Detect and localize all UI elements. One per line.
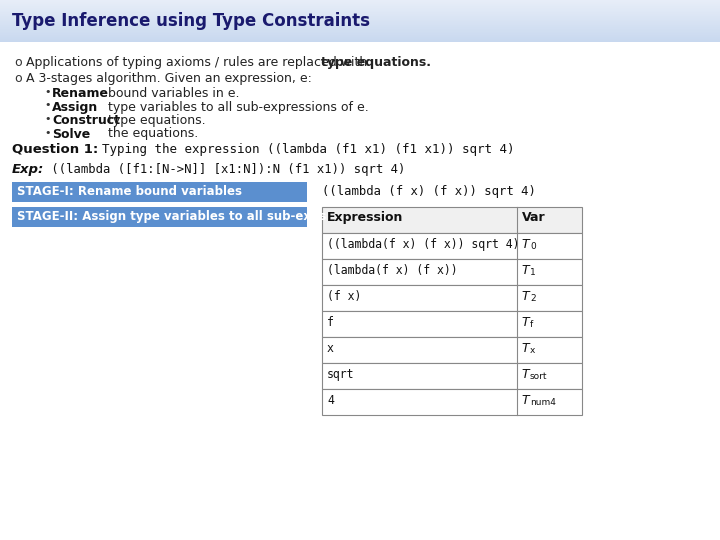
Bar	[0, 14, 720, 16]
Bar	[0, 24, 720, 25]
Bar	[0, 8, 720, 10]
Text: ((lambda ([f1:[N->N]] [x1:N]):N (f1 x1)) sqrt 4): ((lambda ([f1:[N->N]] [x1:N]):N (f1 x1))…	[44, 163, 405, 176]
Bar	[0, 19, 720, 21]
Bar	[322, 311, 582, 337]
Text: T: T	[521, 394, 528, 407]
Bar	[0, 38, 720, 40]
Text: (f x): (f x)	[327, 290, 361, 303]
Bar	[0, 33, 720, 35]
Text: T: T	[521, 342, 528, 355]
Bar	[0, 31, 720, 32]
Text: Applications of typing axioms / rules are replaced with: Applications of typing axioms / rules ar…	[26, 56, 375, 69]
Text: Var: Var	[522, 211, 546, 224]
Text: T: T	[521, 264, 528, 277]
Text: num4: num4	[530, 398, 556, 407]
Bar	[322, 207, 582, 233]
Bar	[0, 0, 720, 1]
Text: Exp:: Exp:	[12, 163, 44, 176]
Bar	[0, 36, 720, 38]
Text: sort: sort	[530, 372, 547, 381]
Text: Typing the expression ((lambda (f1 x1) (f1 x1)) sqrt 4): Typing the expression ((lambda (f1 x1) (…	[87, 143, 515, 156]
Text: Rename: Rename	[52, 87, 109, 100]
Bar	[0, 34, 720, 36]
Text: sqrt: sqrt	[327, 368, 354, 381]
Text: (lambda(f x) (f x)): (lambda(f x) (f x))	[327, 264, 458, 277]
Text: Construct: Construct	[52, 114, 120, 127]
Bar	[0, 40, 720, 42]
Text: Question 1:: Question 1:	[12, 143, 98, 156]
Text: bound variables in e.: bound variables in e.	[108, 87, 240, 100]
Bar	[322, 337, 582, 363]
Text: the equations.: the equations.	[108, 127, 198, 140]
Text: 1: 1	[530, 268, 536, 277]
Bar	[0, 10, 720, 11]
Text: Solve: Solve	[52, 127, 90, 140]
Bar	[0, 21, 720, 22]
Bar	[0, 15, 720, 17]
Bar	[0, 16, 720, 18]
Text: f: f	[327, 316, 334, 329]
Bar	[0, 1, 720, 2]
Text: type variables to all sub-expressions of e.: type variables to all sub-expressions of…	[108, 100, 369, 113]
Text: o: o	[14, 56, 22, 69]
Text: type equations.: type equations.	[108, 114, 206, 127]
Text: •: •	[44, 87, 50, 97]
Bar	[0, 32, 720, 33]
Bar	[0, 7, 720, 9]
Bar	[0, 23, 720, 24]
Bar	[322, 285, 582, 311]
Bar	[0, 5, 720, 6]
Text: 0: 0	[530, 242, 536, 251]
Text: Expression: Expression	[327, 211, 403, 224]
Bar	[322, 389, 582, 415]
Text: Type Inference using Type Constraints: Type Inference using Type Constraints	[12, 12, 370, 30]
Bar	[0, 6, 720, 8]
Bar	[0, 28, 720, 29]
Bar	[0, 3, 720, 4]
Text: Assign: Assign	[52, 100, 98, 113]
Bar	[0, 35, 720, 37]
Text: ((lambda (f x) (f x)) sqrt 4): ((lambda (f x) (f x)) sqrt 4)	[322, 185, 536, 198]
Bar	[0, 29, 720, 30]
Bar	[0, 4, 720, 5]
Bar	[0, 39, 720, 41]
Bar	[0, 25, 720, 26]
Bar	[0, 26, 720, 28]
Bar	[0, 2, 720, 3]
Text: T: T	[521, 368, 528, 381]
Bar	[12, 182, 307, 202]
Bar	[322, 363, 582, 389]
Text: type equations.: type equations.	[321, 56, 431, 69]
Text: x: x	[530, 346, 536, 355]
Bar	[0, 30, 720, 31]
Bar	[0, 9, 720, 10]
Bar	[322, 259, 582, 285]
Text: ((lambda(f x) (f x)) sqrt 4): ((lambda(f x) (f x)) sqrt 4)	[327, 238, 520, 251]
Bar	[0, 37, 720, 39]
Text: x: x	[327, 342, 334, 355]
Bar	[0, 27, 720, 28]
Text: A 3-stages algorithm. Given an expression, e:: A 3-stages algorithm. Given an expressio…	[26, 72, 312, 85]
Text: T: T	[521, 290, 528, 303]
Text: •: •	[44, 127, 50, 138]
Text: STAGE-I: Rename bound variables: STAGE-I: Rename bound variables	[17, 185, 242, 198]
Bar	[0, 22, 720, 23]
Text: 2: 2	[530, 294, 536, 303]
Text: STAGE-II: Assign type variables to all sub-exps: STAGE-II: Assign type variables to all s…	[17, 210, 326, 223]
Text: •: •	[44, 114, 50, 124]
Bar	[0, 11, 720, 12]
Bar	[0, 17, 720, 19]
Text: •: •	[44, 100, 50, 111]
Text: T: T	[521, 316, 528, 329]
Text: T: T	[521, 238, 528, 251]
Bar	[0, 18, 720, 20]
Text: 4: 4	[327, 394, 334, 407]
Bar	[322, 233, 582, 259]
Text: f: f	[530, 320, 534, 329]
Bar	[0, 12, 720, 14]
Bar	[0, 13, 720, 15]
Text: o: o	[14, 72, 22, 85]
Bar	[12, 207, 307, 227]
